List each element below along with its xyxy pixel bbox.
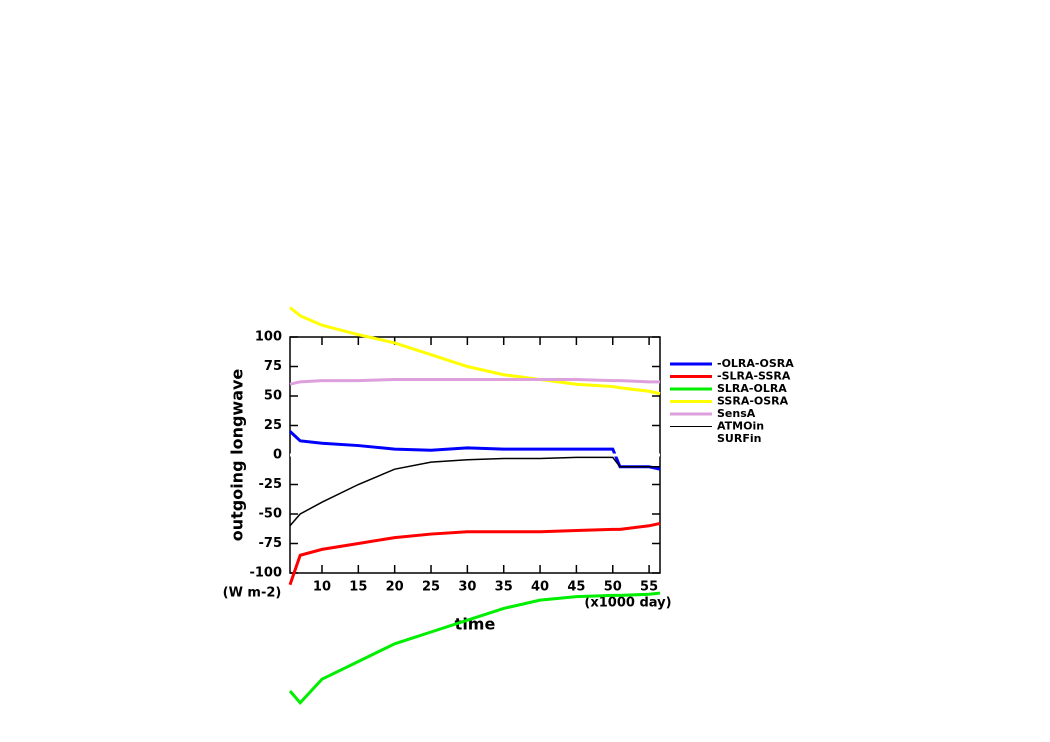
y-tick-label: 25 [264,418,282,433]
legend-label: ATMOin [717,420,764,433]
y-tick-label: 75 [264,359,282,374]
x-tick-label: 50 [604,580,622,595]
legend-label: SensA [717,407,756,420]
series-line [289,377,660,386]
x-tick-label: 40 [531,580,549,595]
y-tick-label: -25 [259,477,283,492]
legend-label: SLRA-OLRA [717,382,787,395]
legend-label: SSRA-OSRA [717,395,789,408]
x-tick-label: 15 [349,580,367,595]
series-line [288,521,661,586]
x-unit: (x1000 day) [584,596,671,611]
x-tick-label: 55 [640,580,658,595]
y-unit: (W m-2) [223,586,282,601]
legend-label: -SLRA-SSRA [717,370,791,383]
series-line [288,591,661,706]
x-tick-label: 20 [386,580,404,595]
legend-label: -OLRA-OSRA [717,357,794,370]
y-tick-label: -50 [259,507,283,522]
series-line [289,456,660,527]
series-line [288,430,661,471]
x-tick-label: 45 [567,580,585,595]
x-tick-label: 25 [422,580,440,595]
x-axis-label: time [455,615,496,634]
x-tick-label: 30 [458,580,476,595]
y-tick-label: 50 [264,389,282,404]
series-line [289,306,661,396]
x-tick-label: 10 [313,580,331,595]
y-tick-label: 100 [255,330,282,345]
y-tick-label: -75 [259,536,283,551]
legend-label: SURFin [717,432,761,445]
y-tick-label: 0 [273,448,282,463]
y-axis-label: outgoing longwave [228,369,247,542]
y-tick-label: -100 [249,566,282,581]
x-tick-label: 35 [495,580,513,595]
